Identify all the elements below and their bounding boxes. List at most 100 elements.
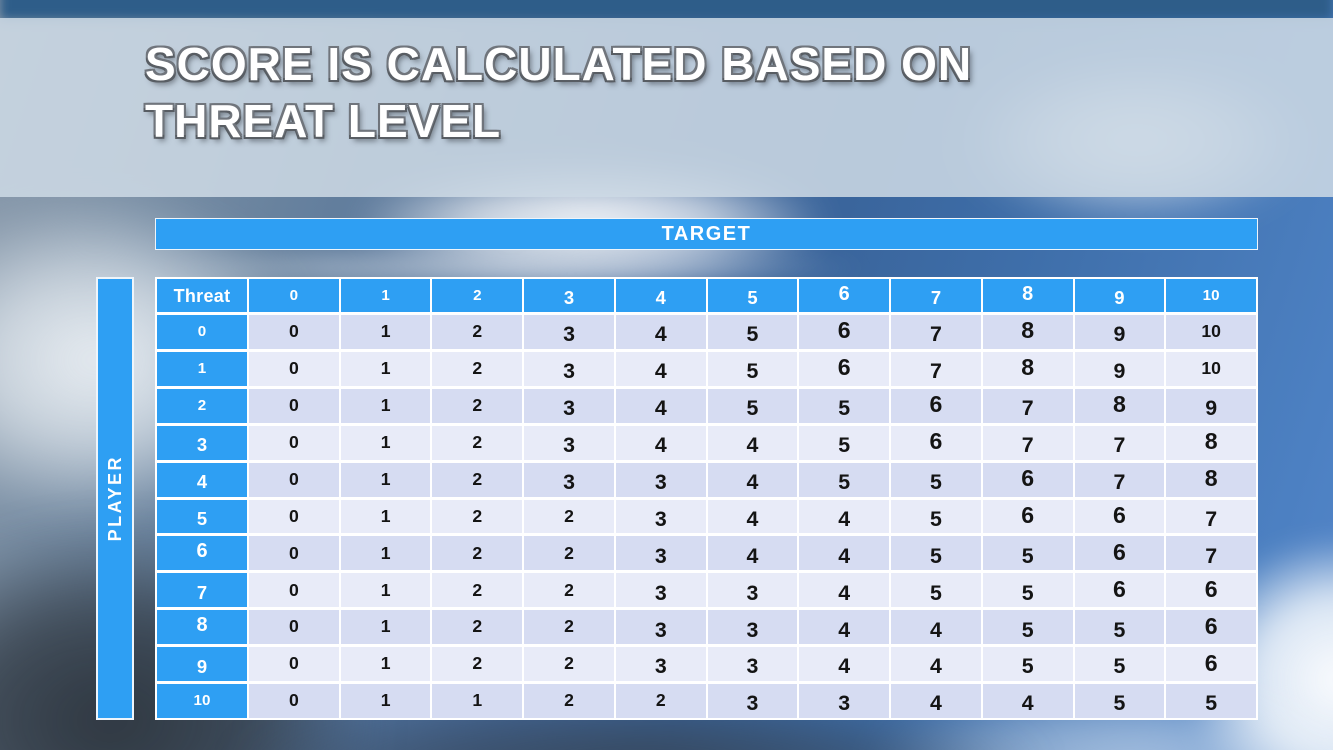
score-cell-label: 1 [380, 653, 391, 674]
score-cell: 4 [615, 388, 706, 423]
score-cell-label: 8 [1021, 354, 1035, 381]
score-cell-label: 7 [1021, 433, 1034, 457]
score-cell: 4 [799, 536, 890, 571]
score-cell-label: 2 [472, 468, 483, 489]
row-header-cell-label: 9 [196, 655, 208, 677]
score-cell: 6 [799, 315, 890, 349]
row-header-cell: 0 [157, 315, 247, 349]
score-cell-label: 5 [930, 580, 942, 605]
col-header-cell-label: 3 [563, 287, 575, 309]
score-cell: 5 [982, 573, 1073, 608]
title-line-2: THREAT LEVEL [145, 95, 502, 147]
row-header-cell: 3 [157, 425, 247, 460]
target-axis-label: TARGET [661, 222, 752, 245]
score-cell-label: 4 [838, 617, 851, 642]
score-cell: 4 [707, 425, 798, 460]
score-cell: 4 [707, 536, 798, 571]
row-header-cell-label: 10 [193, 692, 211, 710]
row-header-cell: 6 [157, 536, 247, 571]
score-cell: 5 [707, 315, 798, 349]
score-cell: 2 [524, 610, 614, 645]
score-cell: 6 [1074, 499, 1165, 534]
score-cell-label: 4 [930, 617, 942, 642]
score-cell-label: 6 [837, 354, 851, 381]
score-cell: 9 [1074, 351, 1165, 386]
score-cell: 7 [1166, 499, 1256, 534]
col-header-cell: 3 [524, 279, 614, 312]
score-cell: 4 [707, 462, 798, 497]
score-cell-label: 4 [654, 322, 667, 347]
score-cell: 7 [1166, 536, 1256, 571]
score-cell-label: 0 [288, 394, 299, 415]
score-cell-label: 5 [1021, 617, 1034, 642]
score-cell: 3 [707, 610, 798, 645]
score-cell-label: 0 [288, 542, 299, 563]
row-header-cell-label: 7 [196, 582, 208, 604]
score-cell: 5 [1074, 610, 1165, 645]
score-cell: 0 [249, 610, 339, 645]
score-cell-label: 6 [1204, 649, 1218, 676]
score-cell-label: 6 [1021, 501, 1035, 528]
score-cell: 0 [249, 462, 339, 497]
row-header-cell: 2 [157, 388, 247, 423]
score-cell: 10 [1166, 315, 1256, 349]
corner-header-cell-label: Threat [173, 285, 231, 306]
score-cell: 3 [615, 462, 706, 497]
score-cell-label: 2 [564, 579, 574, 600]
row-header-cell: 9 [157, 647, 247, 682]
score-cell: 2 [524, 684, 614, 718]
page-title: SCORE IS CALCULATED BASED ON THREAT LEVE… [145, 36, 972, 150]
score-cell: 5 [707, 351, 798, 386]
score-cell: 6 [1166, 647, 1256, 682]
target-axis-header: TARGET [155, 218, 1258, 250]
score-cell-label: 2 [472, 321, 483, 342]
score-cell-label: 2 [472, 505, 483, 526]
score-cell-label: 6 [1021, 465, 1035, 492]
score-cell: 4 [707, 499, 798, 534]
score-cell: 2 [432, 647, 523, 682]
score-cell: 7 [982, 425, 1073, 460]
row-header-cell-label: 0 [197, 323, 207, 341]
score-cell: 2 [432, 425, 523, 460]
score-cell-label: 3 [563, 322, 575, 347]
score-cell-label: 2 [472, 579, 483, 600]
score-cell-label: 2 [564, 505, 574, 526]
col-header-cell: 8 [982, 279, 1073, 312]
row-header-cell-label: 3 [196, 434, 208, 456]
score-cell-label: 4 [838, 543, 851, 568]
score-cell-label: 1 [380, 468, 391, 489]
score-cell-label: 10 [1201, 358, 1221, 379]
score-cell: 2 [432, 610, 523, 645]
col-header-cell-label: 6 [838, 282, 850, 305]
score-cell: 7 [891, 315, 981, 349]
row-header-cell: 4 [157, 462, 247, 497]
score-cell-label: 1 [380, 690, 391, 711]
score-cell-label: 2 [472, 616, 483, 637]
score-cell: 2 [524, 647, 614, 682]
score-cell: 4 [615, 351, 706, 386]
score-cell: 8 [1166, 425, 1256, 460]
score-cell-label: 6 [1112, 575, 1126, 602]
score-cell-label: 2 [472, 431, 483, 452]
score-cell-label: 3 [838, 691, 851, 716]
score-cell: 6 [1074, 573, 1165, 608]
score-cell: 4 [799, 610, 890, 645]
score-cell-label: 0 [288, 616, 299, 637]
score-cell-label: 3 [746, 617, 759, 642]
col-header-cell: 10 [1166, 279, 1256, 312]
row-header-cell: 1 [157, 351, 247, 386]
score-cell-label: 3 [654, 506, 667, 531]
score-cell: 3 [524, 388, 614, 423]
score-cell: 1 [340, 647, 431, 682]
score-cell: 3 [524, 425, 614, 460]
score-cell-label: 3 [563, 396, 575, 421]
score-cell: 2 [524, 536, 614, 571]
score-table: Threat 0 1 2 3 4 5 6 7 8 9 10 0 0 1 2 3 4 5 6 7 8 9 10 1 0 1 2 3 4 5 6 7… [155, 277, 1258, 720]
title-line-1: SCORE IS CALCULATED BASED ON [145, 38, 973, 90]
score-cell-label: 5 [930, 543, 942, 568]
score-cell: 6 [982, 499, 1073, 534]
score-cell-label: 1 [380, 431, 391, 452]
score-cell-label: 5 [930, 506, 942, 531]
score-cell: 2 [432, 499, 523, 534]
